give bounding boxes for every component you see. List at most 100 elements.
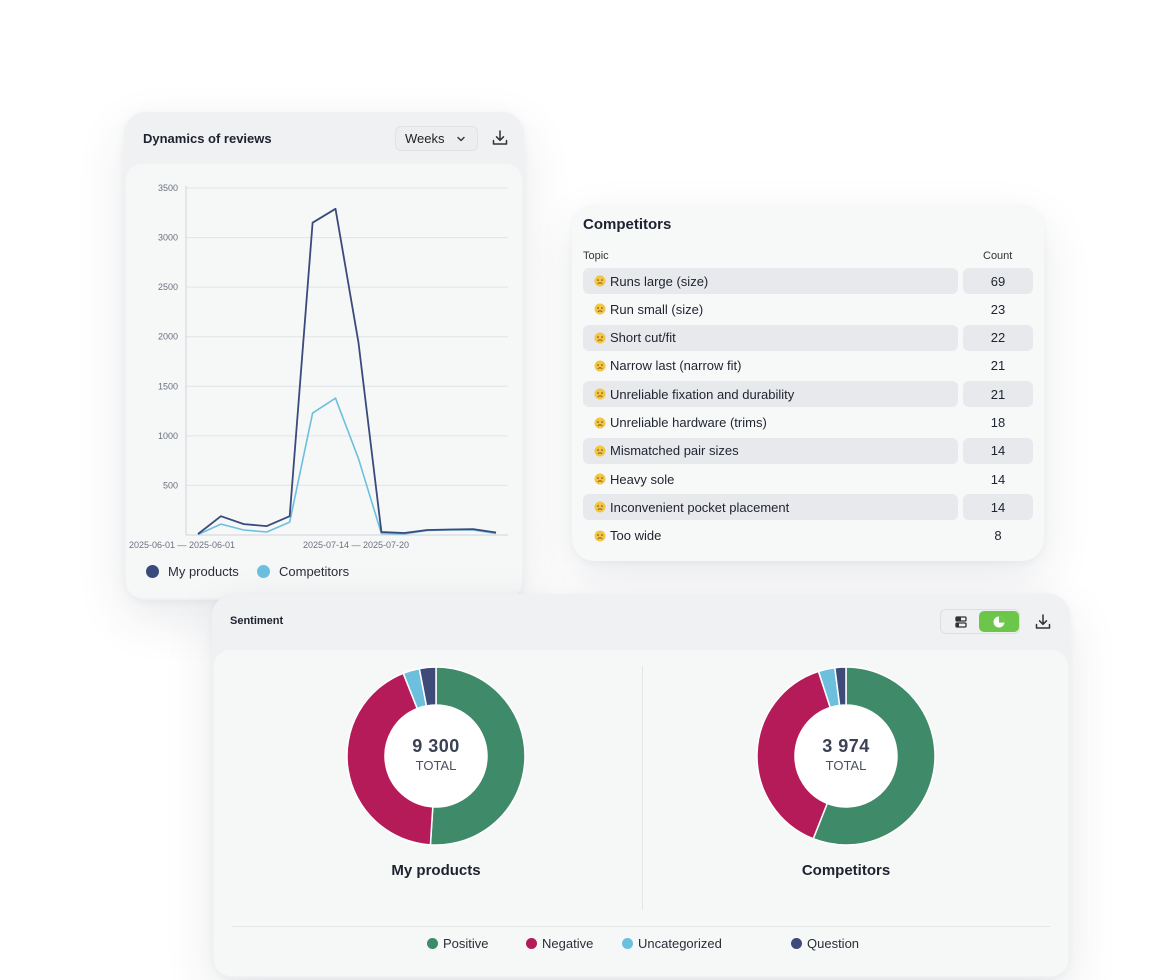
donut-total: 3 974 TOTAL — [786, 736, 906, 773]
topic-label: Mismatched pair sizes — [610, 443, 739, 459]
legend-dot — [427, 938, 438, 949]
list-view-icon — [954, 615, 967, 628]
y-tick-label: 2500 — [158, 282, 178, 292]
y-tick-label: 1000 — [158, 431, 178, 441]
topic-label: Short cut/fit — [610, 330, 676, 346]
topic-cell: Mismatched pair sizes — [583, 437, 958, 464]
legend-label: My products — [168, 564, 239, 579]
table-row: Mismatched pair sizes 14 — [583, 437, 1033, 464]
donut-slice-question — [834, 666, 847, 707]
download-icon[interactable] — [1033, 612, 1053, 632]
reviews-dynamics-card: Dynamics of reviews Weeks 500 1000 1500 200… — [124, 112, 524, 600]
donut-slice-negative — [756, 670, 832, 840]
sentiment-title: Sentiment — [230, 615, 284, 627]
topic-cell: Runs large (size) — [583, 268, 958, 294]
topic-label: Runs large (size) — [610, 273, 709, 289]
sad-face-icon — [594, 530, 606, 542]
x-tick-label: 2025-07-14 — 2025-07-20 — [303, 540, 409, 550]
topic-label: Inconvenient pocket placement — [610, 499, 790, 515]
topic-label: Narrow last (narrow fit) — [610, 358, 742, 374]
legend-item-question: Question — [791, 936, 859, 951]
column-header-topic: Topic — [583, 250, 609, 262]
line-chart: 500 1000 1500 2000 2500 3000 3500 2025-06-01 — … — [129, 183, 508, 550]
donut-total-label: TOTAL — [825, 758, 867, 773]
sad-face-icon — [594, 445, 606, 457]
column-header-count: Count — [983, 250, 1013, 262]
topic-label: Unreliable fixation and durability — [610, 386, 795, 402]
sentiment-charts: 9 300 TOTAL My products 3 974 TOTAL Comp… — [214, 650, 1068, 976]
topic-cell: Inconvenient pocket placement — [583, 494, 958, 521]
sad-face-icon — [594, 275, 606, 287]
legend-label: Question — [807, 936, 860, 951]
table-row: Inconvenient pocket placement 14 — [583, 494, 1033, 521]
table-row: Unreliable fixation and durability 21 — [583, 381, 1033, 408]
count-cell: 14 — [963, 437, 1033, 464]
donut-chart-my-products — [346, 666, 526, 846]
legend-label: Uncategorized — [638, 936, 722, 951]
table-row: Run small (size) 23 — [583, 296, 1033, 322]
y-tick-label: 1500 — [158, 381, 178, 391]
legend-item-positive: Positive — [427, 936, 489, 951]
topic-cell: Narrow last (narrow fit) — [583, 353, 958, 379]
competitors-title: Competitors — [583, 216, 672, 233]
legend-item-uncategorized: Uncategorized — [622, 936, 722, 951]
topic-label: Heavy sole — [610, 471, 675, 487]
legend-label: Competitors — [279, 564, 350, 579]
donut-hole — [385, 705, 487, 807]
table-row: Heavy sole 14 — [583, 466, 1033, 492]
table-row: Short cut/fit 22 — [583, 324, 1033, 351]
period-select-value: Weeks — [405, 131, 445, 146]
count-cell: 14 — [990, 471, 1006, 487]
view-toggle — [940, 609, 1020, 634]
donut-chart-competitors — [756, 666, 936, 846]
table-row: Unreliable hardware (trims) 18 — [583, 410, 1033, 436]
topic-cell: Unreliable fixation and durability — [583, 381, 958, 408]
topic-cell: Short cut/fit — [583, 324, 958, 351]
topic-cell: Run small (size) — [583, 296, 958, 322]
y-tick-label: 3500 — [158, 183, 178, 193]
topic-label: Run small (size) — [610, 301, 704, 317]
divider — [642, 666, 643, 910]
sad-face-icon — [594, 332, 606, 344]
x-tick-label: 2025-06-01 — 2025-06-01 — [129, 540, 235, 550]
download-icon[interactable] — [490, 128, 510, 148]
donut-slice-positive — [429, 666, 526, 846]
legend-dot — [526, 938, 537, 949]
sad-face-icon — [594, 501, 606, 513]
legend-dot — [622, 938, 633, 949]
count-cell: 69 — [963, 268, 1033, 294]
y-tick-label: 500 — [163, 480, 178, 490]
donut-total-value: 9 300 — [412, 736, 460, 756]
count-cell: 8 — [994, 528, 1002, 544]
sad-face-icon — [594, 360, 606, 372]
period-select[interactable]: Weeks — [395, 126, 478, 151]
series-line-my-products — [197, 207, 497, 535]
donut-total: 9 300 TOTAL — [376, 736, 496, 773]
table-row: Narrow last (narrow fit) 21 — [583, 353, 1033, 379]
topic-cell: Unreliable hardware (trims) — [583, 410, 958, 436]
pie-view-button[interactable] — [979, 611, 1019, 632]
competitors-card: Competitors Topic Count Runs large (size… — [572, 206, 1044, 561]
donut-slice-positive — [812, 666, 936, 846]
sad-face-icon — [594, 417, 606, 428]
legend-item-negative: Negative — [526, 936, 593, 951]
sentiment-card: Sentiment 9 300 TOTAL My pr — [212, 594, 1070, 978]
y-tick-label: 2000 — [158, 332, 178, 342]
count-cell: 14 — [963, 494, 1033, 521]
list-view-button[interactable] — [942, 611, 979, 632]
count-cell: 22 — [963, 324, 1033, 351]
legend-label: Positive — [443, 936, 489, 951]
legend-dot — [146, 565, 159, 578]
count-cell: 18 — [990, 415, 1006, 430]
divider — [232, 926, 1050, 927]
count-cell: 21 — [963, 381, 1033, 408]
chart-area: 500 1000 1500 2000 2500 3000 3500 2025-06-01 — … — [126, 164, 522, 598]
donut-title: My products — [391, 862, 481, 879]
sad-face-icon — [594, 388, 606, 400]
y-tick-label: 3000 — [158, 233, 178, 243]
legend-dot — [257, 565, 270, 578]
donut-slice-negative — [346, 672, 434, 846]
pie-chart-icon — [993, 616, 1005, 627]
chevron-down-icon — [457, 136, 465, 142]
topic-label: Too wide — [610, 528, 662, 544]
